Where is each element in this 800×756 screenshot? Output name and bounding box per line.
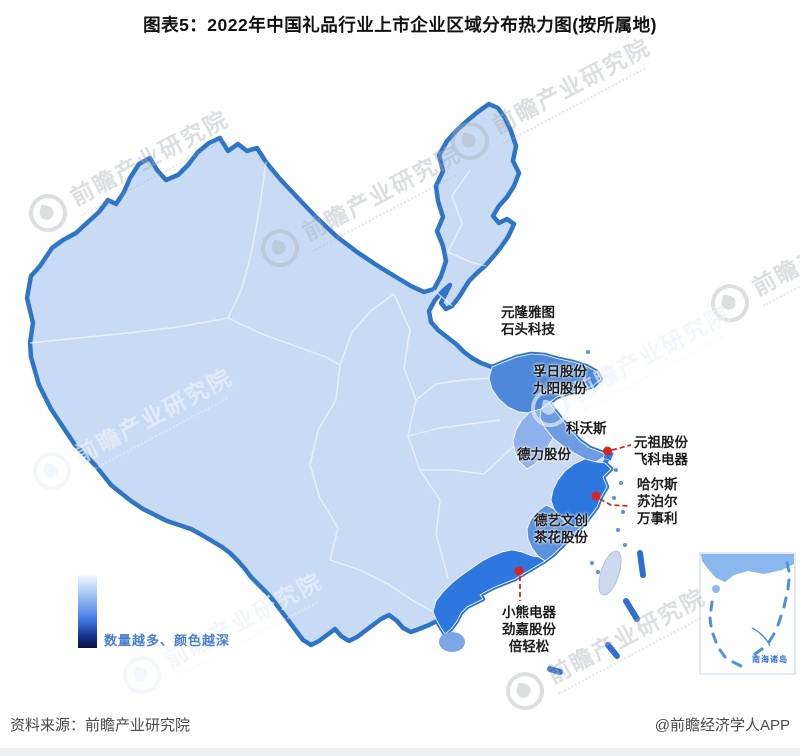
label-anhui-companies: 德力股份 <box>517 447 571 462</box>
province-borders <box>29 161 515 613</box>
label-beijing-companies: 元隆雅图 石头科技 <box>501 305 555 337</box>
footer-divider-band <box>0 748 800 756</box>
inset-current-line <box>751 627 771 647</box>
hainan-island <box>439 632 465 652</box>
province-shandong <box>488 353 602 414</box>
legend-label: 数量越多、颜色越深 <box>104 633 231 648</box>
label-zhejiang-companies: 哈尔斯 苏泊尔 万事利 <box>637 477 678 526</box>
source-note: 资料来源：前瞻产业研究院 <box>10 717 191 734</box>
inset-dashes <box>708 561 791 668</box>
taiwan-island <box>598 550 622 596</box>
callout-zhejiang <box>599 498 630 507</box>
brand-note: @前瞻经济学人APP <box>654 717 790 734</box>
inset-coastline <box>701 554 794 582</box>
label-guangdong-companies: 小熊电器 劲嘉股份 倍轻松 <box>502 605 556 654</box>
label-jiangsu-companies: 科沃斯 <box>566 421 607 436</box>
red-markers <box>514 446 612 576</box>
inset-label: 南海诸岛 <box>752 655 788 664</box>
label-fujian-companies: 德艺文创 茶花股份 <box>534 513 588 545</box>
province-fujian <box>526 504 586 562</box>
province-anhui <box>512 408 554 470</box>
callout-lines <box>519 444 632 601</box>
label-shandong-companies: 孚日股份 九阳股份 <box>533 364 587 396</box>
nine-dash-line-segments <box>547 550 646 675</box>
south-china-sea-inset <box>699 552 796 675</box>
marker-shanghai <box>603 446 612 456</box>
marker-zhejiang <box>591 491 601 501</box>
label-shanghai-companies: 元祖股份 飞科电器 <box>634 435 688 467</box>
marker-guangdong <box>514 566 524 576</box>
legend-gradient-bar <box>78 575 97 648</box>
figure-title: 图表5：2022年中国礼品行业上市企业区域分布热力图(按所属地) <box>143 15 657 35</box>
coastal-islets <box>586 350 627 574</box>
callout-shanghai <box>611 444 632 451</box>
inset-hainan <box>712 585 720 593</box>
